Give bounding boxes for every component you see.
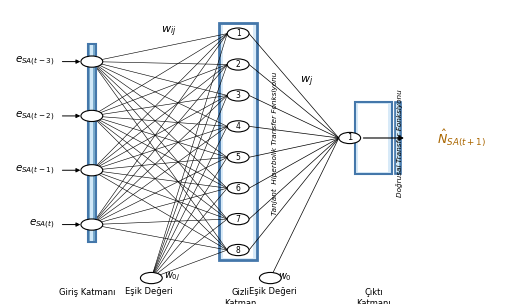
FancyBboxPatch shape bbox=[223, 26, 252, 258]
Circle shape bbox=[227, 28, 248, 39]
Circle shape bbox=[227, 244, 248, 256]
Text: $e_{SA(t)}$: $e_{SA(t)}$ bbox=[29, 218, 55, 231]
FancyBboxPatch shape bbox=[219, 23, 257, 260]
Circle shape bbox=[227, 121, 248, 132]
Text: 1: 1 bbox=[346, 133, 351, 143]
Text: Eşik Değeri: Eşik Değeri bbox=[125, 287, 172, 296]
Text: Giriş Katmanı: Giriş Katmanı bbox=[59, 288, 115, 297]
Text: $e_{SA(t-3)}$: $e_{SA(t-3)}$ bbox=[15, 55, 55, 68]
Text: $w_0$: $w_0$ bbox=[277, 271, 291, 283]
Text: 3: 3 bbox=[235, 91, 240, 100]
Circle shape bbox=[227, 213, 248, 225]
Text: Gizli
Katman: Gizli Katman bbox=[224, 288, 256, 304]
Text: Doğrusal Transfer Fonksiyonu: Doğrusal Transfer Fonksiyonu bbox=[395, 89, 402, 197]
Circle shape bbox=[81, 110, 103, 122]
Circle shape bbox=[338, 133, 360, 143]
FancyBboxPatch shape bbox=[354, 102, 391, 174]
Text: $\hat{N}_{SA(t+1)}$: $\hat{N}_{SA(t+1)}$ bbox=[436, 127, 485, 149]
Circle shape bbox=[81, 56, 103, 67]
FancyBboxPatch shape bbox=[394, 102, 400, 174]
Text: 1: 1 bbox=[235, 29, 240, 38]
Text: $w_{ij}$: $w_{ij}$ bbox=[161, 24, 176, 39]
Circle shape bbox=[81, 219, 103, 230]
Text: Eşik Değeri: Eşik Değeri bbox=[248, 287, 296, 296]
Text: 4: 4 bbox=[235, 122, 240, 131]
FancyBboxPatch shape bbox=[358, 104, 388, 172]
Text: 6: 6 bbox=[235, 184, 240, 193]
Circle shape bbox=[227, 183, 248, 194]
Text: $e_{SA(t-1)}$: $e_{SA(t-1)}$ bbox=[15, 164, 55, 177]
Text: Tanjant  Hiperbolik Transfer Fonksiyonu: Tanjant Hiperbolik Transfer Fonksiyonu bbox=[272, 71, 278, 215]
Circle shape bbox=[227, 59, 248, 70]
FancyBboxPatch shape bbox=[88, 44, 95, 242]
Text: $e_{SA(t-2)}$: $e_{SA(t-2)}$ bbox=[15, 109, 55, 123]
FancyBboxPatch shape bbox=[90, 45, 93, 241]
FancyBboxPatch shape bbox=[395, 104, 398, 172]
Circle shape bbox=[81, 165, 103, 176]
Text: $w_j$: $w_j$ bbox=[299, 75, 313, 89]
Circle shape bbox=[140, 272, 162, 284]
Circle shape bbox=[227, 152, 248, 163]
Text: 7: 7 bbox=[235, 215, 240, 224]
Circle shape bbox=[259, 272, 281, 284]
Text: 5: 5 bbox=[235, 153, 240, 162]
Circle shape bbox=[227, 90, 248, 101]
Text: $w_{0j}$: $w_{0j}$ bbox=[164, 271, 180, 283]
Text: Çıktı
Katmanı: Çıktı Katmanı bbox=[356, 288, 390, 304]
Text: 8: 8 bbox=[235, 246, 240, 254]
Text: 2: 2 bbox=[235, 60, 240, 69]
